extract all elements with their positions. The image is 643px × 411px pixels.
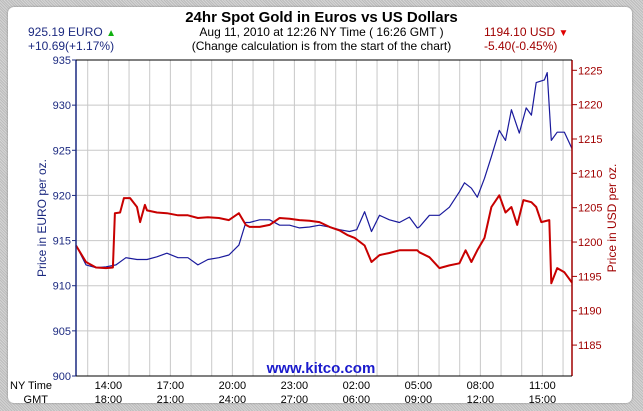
axes: 900 905 910 915 920 925 930 935 1185 1190 1195 1200…	[53, 55, 603, 406]
usd-price-value: 1194.10 USD	[484, 25, 556, 39]
series-line-usd	[75, 194, 573, 285]
y-tick-label-right: 1205	[578, 203, 602, 215]
y-tick-label-left: 900	[53, 371, 71, 383]
usd-change: -5.40(-0.45%)	[484, 39, 558, 53]
y-tick-label-right: 1195	[578, 271, 602, 283]
y-tick-label-left: 905	[53, 326, 71, 338]
grid	[76, 60, 572, 376]
y-tick-label-right: 1190	[578, 306, 602, 318]
y-tick-label-right: 1185	[578, 340, 602, 352]
y-tick-label-right: 1215	[578, 134, 602, 146]
y-label-right: Price in USD per oz.	[605, 164, 619, 273]
x-tick-label-ny: 08:00	[467, 380, 495, 392]
x-tick-label-ny: 02:00	[343, 380, 371, 392]
x-tick-label-ny: 14:00	[95, 380, 123, 392]
x-tick-label-ny: 20:00	[219, 380, 247, 392]
chart-panel	[8, 7, 632, 403]
x-tick-label-gmt: 15:00	[529, 394, 557, 406]
y-tick-label-right: 1225	[578, 65, 602, 77]
watermark: www.kitco.com	[266, 360, 376, 377]
y-tick-label-left: 915	[53, 236, 71, 248]
y-tick-label-right: 1220	[578, 100, 602, 112]
change-note: (Change calculation is from the start of…	[191, 39, 452, 53]
x-tick-label-gmt: 18:00	[95, 394, 123, 406]
x-tick-label-gmt: 09:00	[405, 394, 433, 406]
y-tick-label-left: 910	[53, 281, 71, 293]
x-tick-label-gmt: 21:00	[157, 394, 185, 406]
x-tick-label-gmt: 06:00	[343, 394, 371, 406]
y-tick-label-left: 920	[53, 190, 71, 202]
usd-price: 1194.10 USD ▼	[484, 25, 568, 39]
x-tick-label-gmt: 12:00	[467, 394, 495, 406]
y-label-left: Price in EURO per oz.	[35, 159, 49, 277]
euro-change: +10.69(+1.17%)	[28, 39, 115, 53]
y-tick-label-left: 930	[53, 100, 71, 112]
x-tick-label-ny: 17:00	[157, 380, 185, 392]
triangle-down-icon: ▼	[558, 28, 569, 39]
x-tick-label-gmt: 27:00	[281, 394, 309, 406]
y-tick-label-left: 925	[53, 145, 71, 157]
chart-subtitle: Aug 11, 2010 at 12:26 NY Time ( 16:26 GM…	[199, 25, 444, 39]
series-lines	[75, 71, 573, 285]
x-tick-label-ny: 05:00	[405, 380, 433, 392]
series-line-euro	[75, 71, 573, 269]
y-tick-label-right: 1200	[578, 237, 602, 249]
x-tick-label-gmt: 24:00	[219, 394, 247, 406]
y-tick-label-left: 935	[53, 55, 71, 67]
y-tick-label-right: 1210	[578, 168, 602, 180]
x-tick-label-ny: 23:00	[281, 380, 309, 392]
x-row-label-ny: NY Time	[10, 380, 52, 392]
triangle-up-icon: ▲	[106, 28, 116, 39]
euro-price: 925.19 EURO ▲	[28, 25, 116, 39]
x-tick-label-ny: 11:00	[529, 380, 556, 392]
x-row-label-gmt: GMT	[24, 394, 49, 406]
euro-price-value: 925.19 EURO	[28, 25, 103, 39]
chart-title: 24hr Spot Gold in Euros vs US Dollars	[185, 9, 458, 26]
